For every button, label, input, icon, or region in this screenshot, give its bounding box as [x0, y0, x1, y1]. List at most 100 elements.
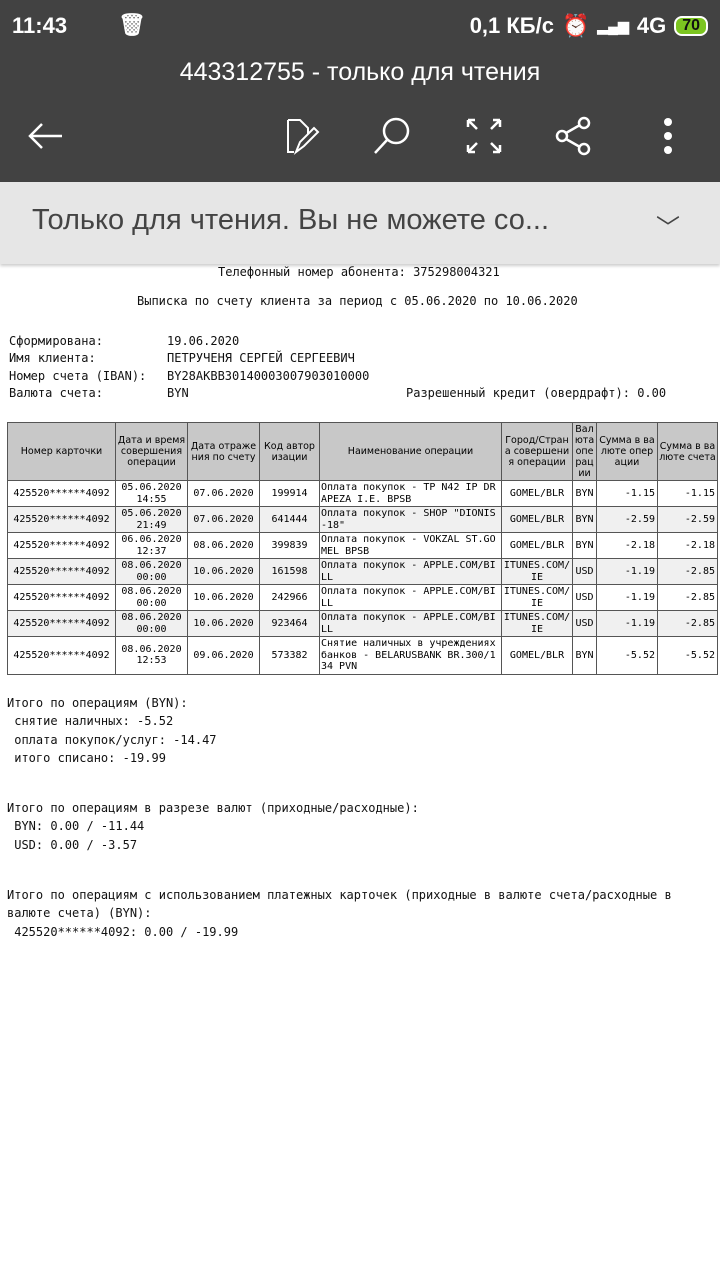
table-row: 425520******4092 05.06.2020 21:49 07.06.20…: [7, 506, 718, 533]
summary-line: итого списано: -19.99: [7, 750, 166, 765]
chevron-down-icon[interactable]: ﹀: [656, 215, 680, 242]
table-cell: USD: [572, 584, 597, 611]
summary-by-type: Итого по операциям (BYN): снятие наличны…: [7, 694, 217, 767]
summary-line: BYN: 0.00 / -11.44: [7, 819, 145, 834]
formed-value: 19.06.2020: [167, 334, 240, 348]
table-cell: -1.19: [596, 610, 658, 637]
table-cell: BYN: [572, 506, 597, 533]
table-cell: 425520******4092: [7, 558, 116, 585]
table-cell: 08.06.2020 00:00: [115, 610, 188, 637]
currency-value: BYN: [167, 386, 189, 400]
table-cell: 161598: [259, 558, 320, 585]
table-cell: -5.52: [657, 636, 718, 675]
table-cell: ITUNES.COM/IE: [501, 610, 573, 637]
summary-line: оплата покупок/услуг: -14.47: [7, 732, 217, 747]
currency-label: Валюта счета:: [9, 386, 103, 400]
search-icon[interactable]: [372, 116, 412, 156]
phone-number: Телефонный номер абонента: 375298004321: [218, 265, 500, 279]
signal-icon: ▂▄▆: [597, 17, 629, 34]
column-header: Сумма в валюте операции: [596, 422, 658, 481]
read-only-banner[interactable]: Только для чтения. Вы не можете со... ﹀: [0, 182, 720, 264]
table-cell: 425520******4092: [7, 636, 116, 675]
summary-title: Итого по операциям в разрезе валют (прих…: [7, 801, 419, 815]
table-cell: 425520******4092: [7, 610, 116, 637]
network-speed: 0,1 КБ/с: [469, 13, 554, 38]
column-header: Сумма в валюте счета: [657, 422, 718, 481]
column-header: Дата и время совершения операции: [115, 422, 188, 481]
battery-icon: 70: [674, 16, 708, 36]
table-row: 425520******4092 08.06.2020 12:53 09.06.20…: [7, 636, 718, 675]
table-cell: 05.06.2020 14:55: [115, 480, 188, 507]
table-cell: 09.06.2020: [187, 636, 260, 675]
table-cell: -2.85: [657, 584, 718, 611]
table-cell: -1.19: [596, 584, 658, 611]
table-cell: Оплата покупок - SHOP "DIONIS-18": [319, 506, 502, 533]
transactions-table: Номер карточки Дата и время совершения оп…: [7, 422, 718, 675]
table-cell: Оплата покупок - TP N42 IP DRAPEZA I.E. …: [319, 480, 502, 507]
table-cell: -2.85: [657, 558, 718, 585]
table-cell: 641444: [259, 506, 320, 533]
column-header: Код авторизации: [259, 422, 320, 481]
table-cell: 08.06.2020 00:00: [115, 558, 188, 585]
table-cell: GOMEL/BLR: [501, 636, 573, 675]
table-cell: -5.52: [596, 636, 658, 675]
statement-period: Выписка по счету клиента за период с 05.…: [137, 294, 578, 308]
overdraft: Разрешенный кредит (овердрафт): 0.00: [406, 386, 667, 400]
table-cell: 07.06.2020: [187, 506, 260, 533]
table-cell: GOMEL/BLR: [501, 532, 573, 559]
summary-by-currency: Итого по операциям в разрезе валют (прих…: [7, 799, 419, 854]
table-cell: 07.06.2020: [187, 480, 260, 507]
table-cell: 425520******4092: [7, 480, 116, 507]
table-cell: ITUNES.COM/IE: [501, 584, 573, 611]
table-cell: USD: [572, 610, 597, 637]
table-cell: 242966: [259, 584, 320, 611]
header-row: Номер карточки Дата и время совершения оп…: [7, 422, 718, 481]
table-cell: GOMEL/BLR: [501, 480, 573, 507]
table-cell: 923464: [259, 610, 320, 637]
table-cell: 08.06.2020 12:53: [115, 636, 188, 675]
table-cell: 425520******4092: [7, 584, 116, 611]
summary-line: 425520******4092: 0.00 / -19.99: [7, 924, 239, 939]
table-cell: -2.18: [596, 532, 658, 559]
table-cell: 10.06.2020: [187, 558, 260, 585]
table-cell: Снятие наличных в учреждениях банков - B…: [319, 636, 502, 675]
column-header: Наименование операции: [319, 422, 502, 481]
iban-label: Номер счета (IBAN):: [9, 369, 147, 383]
summary-line: снятие наличных: -5.52: [7, 714, 174, 729]
table-row: 425520******4092 08.06.2020 00:00 10.06.20…: [7, 610, 718, 637]
client-value: ПЕТРУЧЕНЯ СЕРГЕЙ СЕРГЕЕВИЧ: [167, 351, 355, 365]
column-header: Дата отражения по счету: [187, 422, 260, 481]
table-cell: -2.18: [657, 532, 718, 559]
summary-title: Итого по операциям с использованием плат…: [7, 888, 672, 921]
table-cell: ITUNES.COM/IE: [501, 558, 573, 585]
table-row: 425520******4092 08.06.2020 00:00 10.06.20…: [7, 584, 718, 611]
table-cell: 425520******4092: [7, 506, 116, 533]
table-cell: -2.85: [657, 610, 718, 637]
table-cell: -2.59: [657, 506, 718, 533]
summary-title: Итого по операциям (BYN):: [7, 696, 188, 710]
table-cell: BYN: [572, 532, 597, 559]
table-cell: 10.06.2020: [187, 584, 260, 611]
table-cell: 425520******4092: [7, 532, 116, 559]
edit-document-icon[interactable]: [282, 116, 322, 156]
table-cell: USD: [572, 558, 597, 585]
table-cell: Оплата покупок - APPLE.COM/BILL: [319, 558, 502, 585]
table-cell: 199914: [259, 480, 320, 507]
table-row: 425520******4092 08.06.2020 00:00 10.06.20…: [7, 558, 718, 585]
network-type: 4G: [636, 13, 667, 38]
read-only-message: Только для чтения. Вы не можете со...: [32, 204, 550, 236]
share-icon[interactable]: [554, 116, 594, 156]
more-options-icon[interactable]: [648, 116, 688, 156]
table-cell: 399839: [259, 532, 320, 559]
summary-by-card: Итого по операциям с использованием плат…: [7, 886, 672, 941]
fullscreen-icon[interactable]: [464, 116, 504, 156]
table-cell: Оплата покупок - VOKZAL ST.GOMEL BPSB: [319, 532, 502, 559]
alarm-icon: ⏰: [561, 13, 590, 38]
table-cell: 08.06.2020: [187, 532, 260, 559]
table-cell: 573382: [259, 636, 320, 675]
document-title: 443312755 - только для чтения: [179, 58, 541, 86]
app-bar: 443312755 - только для чтения: [0, 52, 720, 182]
column-header: Валюта операции: [572, 422, 597, 481]
client-label: Имя клиента:: [9, 351, 96, 365]
back-arrow-icon[interactable]: [26, 116, 66, 156]
